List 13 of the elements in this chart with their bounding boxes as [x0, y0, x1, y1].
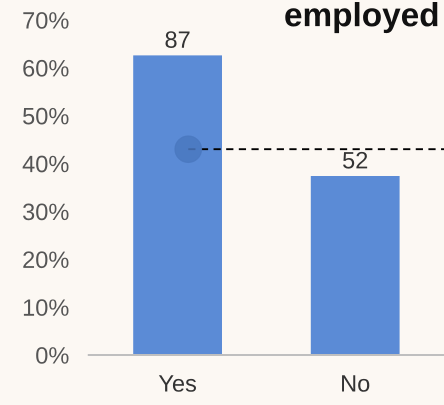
y-tick-label: 70% [23, 12, 69, 29]
annotation: 87 [165, 31, 190, 48]
y-tick-label: 50% [23, 108, 69, 124]
x-tick-label: Yes [158, 375, 196, 392]
chart-title: employed [285, 2, 438, 34]
y-tick-label: 10% [24, 299, 69, 316]
y-tick-label: 30% [23, 203, 69, 220]
y-tick-label: 60% [23, 60, 69, 77]
y-tick-label: 0% [36, 347, 69, 364]
x-tick-label: No [342, 375, 370, 392]
y-tick-label: 40% [22, 156, 69, 172]
annotation: 52 [343, 152, 368, 169]
y-tick-label: 20% [23, 251, 69, 268]
